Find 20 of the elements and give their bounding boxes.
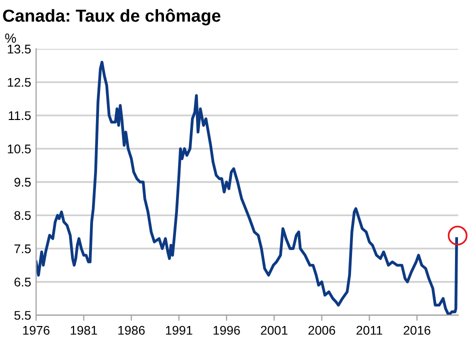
x-tick-label: 2006 bbox=[308, 326, 336, 335]
y-tick-label: 11.5 bbox=[8, 111, 31, 120]
y-tick-label: 12.5 bbox=[8, 78, 31, 87]
x-tick-label: 1991 bbox=[166, 326, 192, 335]
x-tick-label: 2016 bbox=[404, 326, 430, 335]
x-tick-label: 1996 bbox=[214, 326, 240, 335]
x-tick-label: 2001 bbox=[260, 326, 288, 335]
chart-title: Canada: Taux de chômage bbox=[3, 8, 220, 26]
y-tick-label: 9.5 bbox=[14, 178, 31, 187]
x-tick-label: 1976 bbox=[23, 326, 50, 335]
x-tick-label: 2011 bbox=[356, 326, 382, 335]
x-tick-label: 1981 bbox=[70, 326, 98, 335]
y-axis-title: % bbox=[5, 34, 16, 43]
y-tick-label: 7.5 bbox=[14, 244, 31, 254]
y-tick-label: 5.5 bbox=[14, 311, 31, 320]
y-tick-label: 13.5 bbox=[8, 44, 31, 54]
y-tick-label: 6.5 bbox=[14, 278, 31, 287]
y-tick-label: 10.5 bbox=[8, 144, 31, 154]
y-tick-label: 8.5 bbox=[14, 211, 31, 220]
x-tick-label: 1986 bbox=[118, 326, 145, 335]
